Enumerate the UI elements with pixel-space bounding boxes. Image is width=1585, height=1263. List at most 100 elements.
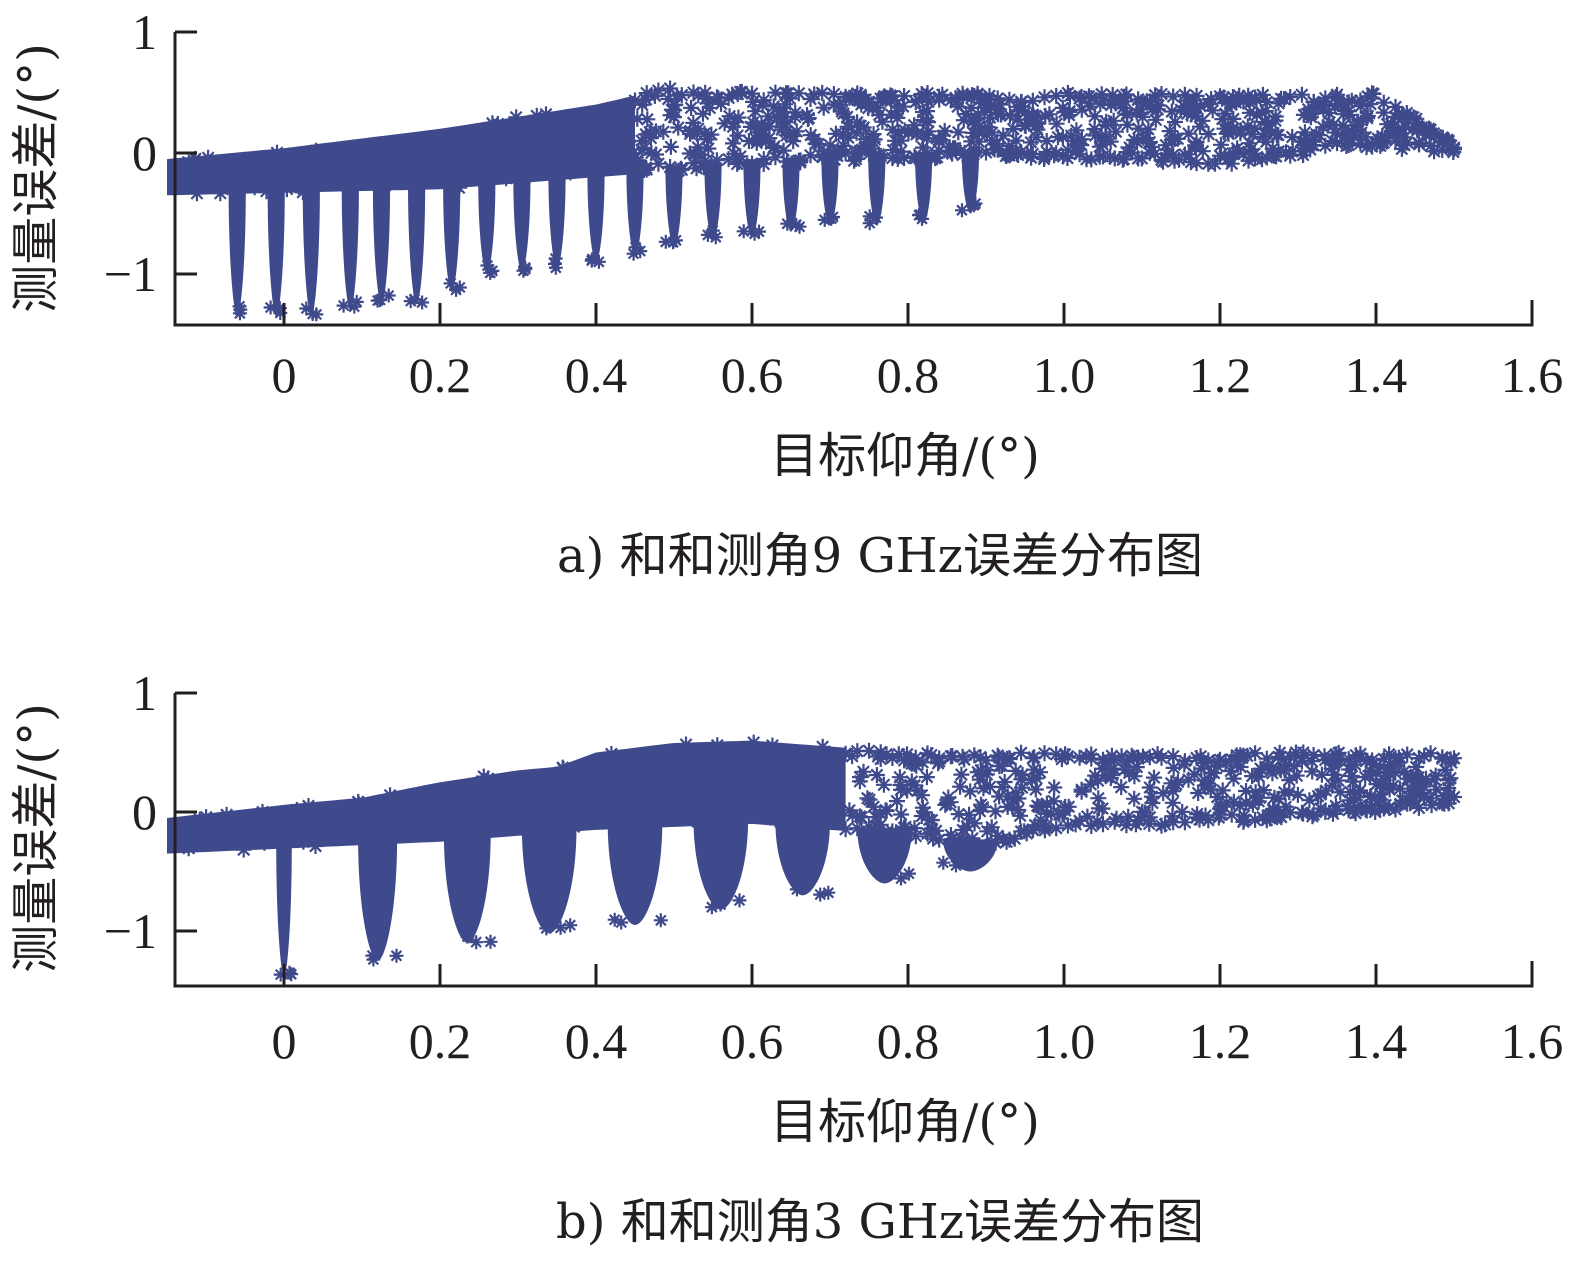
data-point <box>1001 147 1018 164</box>
data-point <box>469 935 484 950</box>
data-point <box>814 738 831 755</box>
data-point <box>1238 794 1255 811</box>
data-point <box>962 783 979 800</box>
data-point <box>903 773 920 790</box>
data-point <box>1200 155 1217 172</box>
data-point <box>949 858 963 873</box>
data-point <box>999 799 1016 815</box>
data-point <box>1014 766 1031 783</box>
data-point <box>1271 744 1288 761</box>
data-point <box>732 84 749 100</box>
data-point <box>373 293 388 307</box>
data-point <box>874 113 891 130</box>
data-point <box>578 147 595 164</box>
data-point <box>1284 143 1301 160</box>
data-point <box>307 838 324 854</box>
data-point <box>1375 94 1392 111</box>
data-point <box>872 744 889 761</box>
data-point <box>708 152 725 169</box>
data-point <box>970 133 987 150</box>
data-point <box>1095 92 1111 109</box>
data-point <box>811 799 828 816</box>
data-point <box>906 820 923 837</box>
data-point <box>1352 797 1369 814</box>
data-point <box>1303 753 1320 770</box>
data-point <box>846 152 863 169</box>
data-point <box>1103 747 1120 764</box>
data-point <box>777 96 794 113</box>
data-point <box>1288 767 1305 784</box>
data-point <box>662 159 679 175</box>
data-point <box>382 828 398 845</box>
data-point <box>211 168 228 185</box>
data-point <box>1318 782 1334 799</box>
data-point <box>1241 104 1258 121</box>
y-tick-label: 1 <box>132 4 157 60</box>
data-point <box>837 745 854 762</box>
data-point <box>198 809 215 826</box>
data-point <box>614 915 629 930</box>
data-point <box>1220 118 1237 135</box>
data-point <box>790 85 807 102</box>
data-point <box>273 967 288 982</box>
data-point <box>395 823 412 840</box>
data-point <box>1095 148 1111 165</box>
data-point <box>963 99 980 116</box>
data-point <box>935 127 952 144</box>
data-point <box>1247 784 1264 801</box>
data-point <box>583 163 600 179</box>
data-point <box>1164 794 1181 811</box>
data-point <box>1377 767 1394 784</box>
data-point <box>717 800 734 817</box>
data-point <box>382 787 399 804</box>
data-point <box>1188 155 1205 172</box>
data-point <box>849 85 866 102</box>
data-point <box>835 137 852 154</box>
data-point <box>1364 752 1381 769</box>
data-point <box>871 106 888 123</box>
data-point <box>1270 790 1287 807</box>
data-point <box>907 94 924 110</box>
data-point <box>663 101 680 118</box>
data-point <box>814 84 831 101</box>
data-point <box>776 109 793 125</box>
data-point <box>1393 120 1410 137</box>
data-point <box>1153 151 1170 168</box>
data-point <box>1247 89 1264 106</box>
data-point <box>893 806 910 823</box>
data-point <box>1086 121 1103 137</box>
data-point <box>1007 762 1024 779</box>
data-point <box>1095 751 1111 768</box>
error-dip <box>408 183 426 305</box>
data-point <box>1083 90 1100 107</box>
data-point <box>1194 112 1211 129</box>
data-point <box>1367 804 1384 820</box>
x-tick-label: 0.8 <box>877 347 940 403</box>
data-point <box>1159 145 1176 162</box>
x-tick-label: 0.8 <box>877 1013 940 1069</box>
data-point <box>548 260 563 275</box>
data-point <box>954 832 971 848</box>
data-point <box>1247 745 1264 762</box>
data-point <box>633 132 650 149</box>
data-point <box>709 737 726 754</box>
data-point <box>1013 744 1030 761</box>
data-point <box>1214 782 1231 799</box>
data-point <box>1048 145 1065 162</box>
data-point <box>216 155 233 172</box>
data-point <box>308 142 324 159</box>
data-point <box>488 130 505 147</box>
data-point <box>412 142 429 159</box>
x-tick-label: 1.6 <box>1501 347 1564 403</box>
chart-panel-a: 10−1 0 0.2 0.4 0.6 0.8 1.0 1.2 1.4 1.6 测量误差/(°) … <box>8 4 1563 584</box>
data-point <box>1258 149 1275 166</box>
y-tick-label: 1 <box>132 665 157 721</box>
data-point <box>1342 792 1358 809</box>
error-dip <box>358 838 398 961</box>
data-point <box>1258 750 1275 767</box>
data-point <box>1118 86 1135 103</box>
data-point <box>778 127 795 144</box>
error-dip <box>782 157 800 232</box>
error-dip <box>704 162 722 241</box>
data-point <box>1387 750 1404 767</box>
